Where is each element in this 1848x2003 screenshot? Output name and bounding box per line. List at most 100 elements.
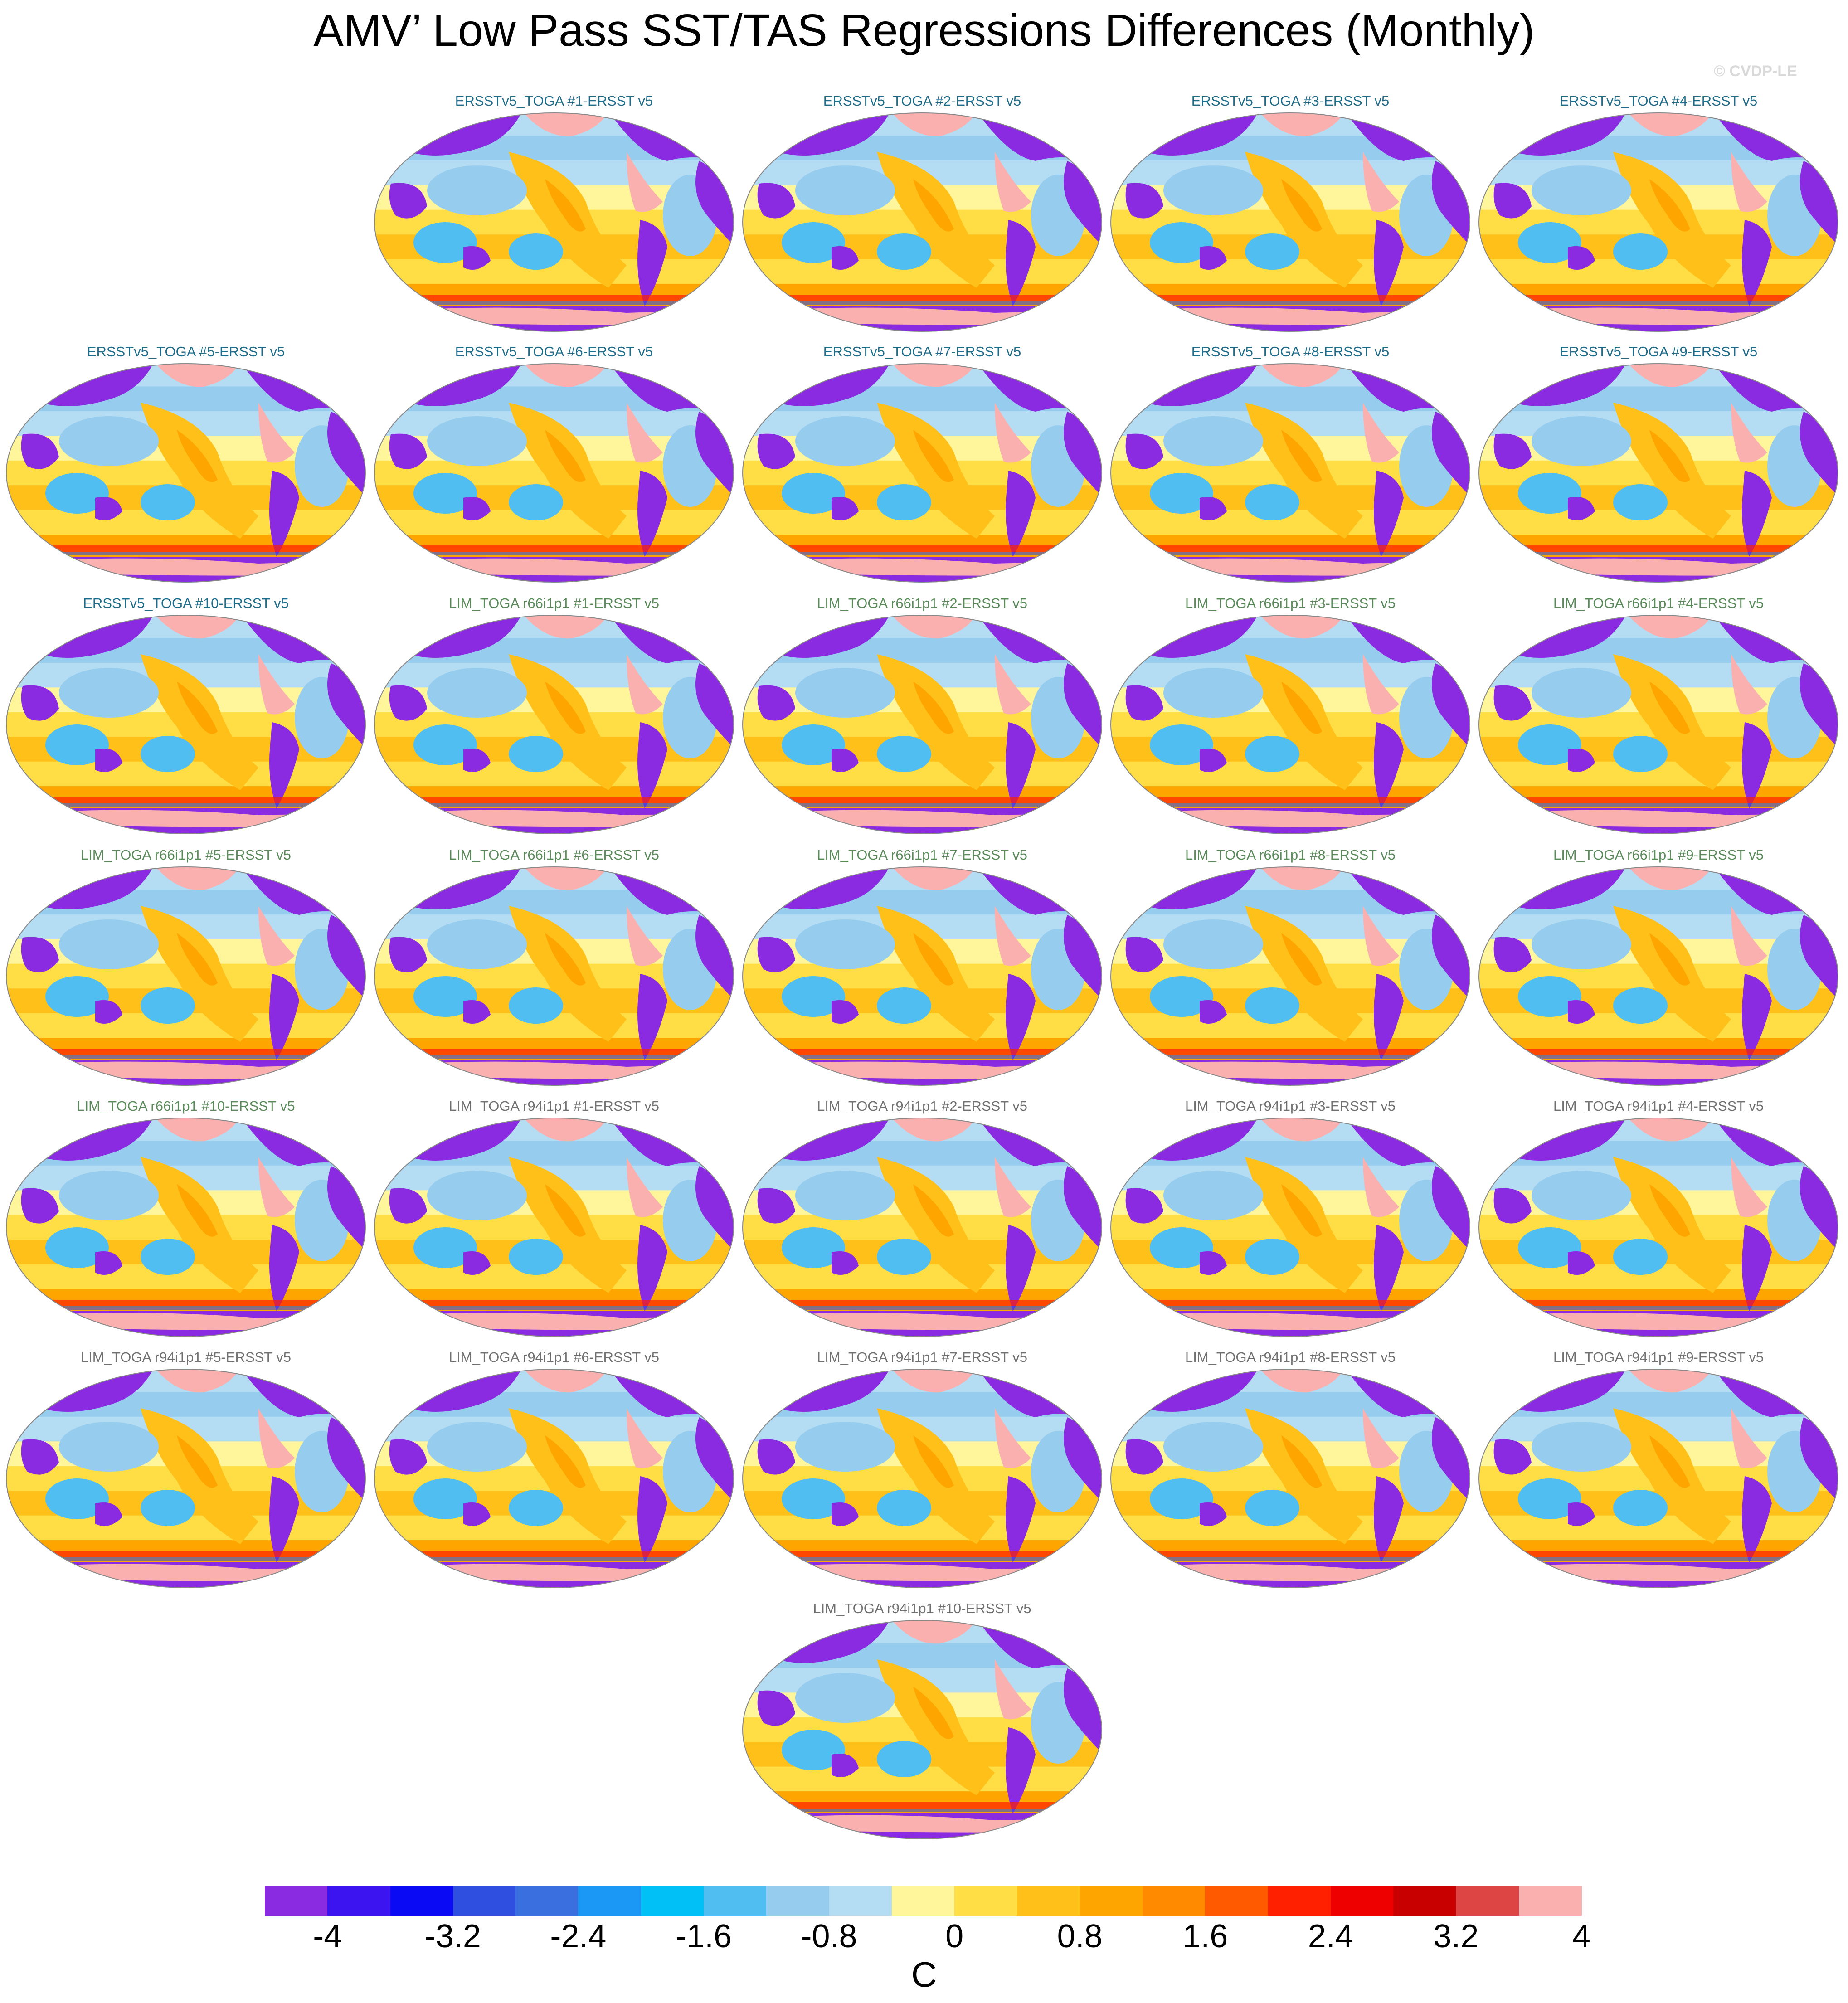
panel-label: ERSSTv5_TOGA #2-ERSST v5 bbox=[823, 93, 1021, 109]
map-panel: LIM_TOGA r94i1p1 #8-ERSST v5 bbox=[1109, 1349, 1472, 1594]
robinson-map bbox=[742, 363, 1102, 583]
robinson-map bbox=[6, 363, 366, 583]
robinson-map bbox=[1110, 363, 1470, 583]
robinson-map bbox=[6, 1369, 366, 1588]
map-panel: ERSSTv5_TOGA #8-ERSST v5 bbox=[1109, 344, 1472, 588]
map-panel: LIM_TOGA r66i1p1 #5-ERSST v5 bbox=[5, 847, 367, 1092]
map-panel: LIM_TOGA r94i1p1 #6-ERSST v5 bbox=[373, 1349, 735, 1594]
colorbar-swatch bbox=[641, 1886, 704, 1916]
robinson-map bbox=[742, 1620, 1102, 1839]
colorbar-tick-label: -2.4 bbox=[550, 1918, 607, 1954]
panel-label: ERSSTv5_TOGA #6-ERSST v5 bbox=[455, 344, 653, 360]
map-panel: LIM_TOGA r66i1p1 #2-ERSST v5 bbox=[741, 595, 1104, 840]
map-panel: LIM_TOGA r94i1p1 #5-ERSST v5 bbox=[5, 1349, 367, 1594]
colorbar-tick-label: -4 bbox=[313, 1918, 342, 1954]
map-panel: LIM_TOGA r66i1p1 #6-ERSST v5 bbox=[373, 847, 735, 1092]
panel-label: LIM_TOGA r94i1p1 #4-ERSST v5 bbox=[1553, 1098, 1764, 1114]
panel-label: LIM_TOGA r66i1p1 #3-ERSST v5 bbox=[1185, 595, 1396, 611]
colorbar-tick-label: 3.2 bbox=[1433, 1918, 1479, 1954]
map-panel: LIM_TOGA r94i1p1 #4-ERSST v5 bbox=[1477, 1098, 1840, 1343]
map-panel: LIM_TOGA r66i1p1 #7-ERSST v5 bbox=[741, 847, 1104, 1092]
panel-label: LIM_TOGA r94i1p1 #7-ERSST v5 bbox=[817, 1349, 1028, 1365]
panel-label: ERSSTv5_TOGA #8-ERSST v5 bbox=[1191, 344, 1390, 360]
map-panel: LIM_TOGA r94i1p1 #3-ERSST v5 bbox=[1109, 1098, 1472, 1343]
colorbar-swatch bbox=[1268, 1886, 1331, 1916]
colorbar-tick-labels: -4 -3.2 -2.4 -1.6 -0.8 0 0.8 1.6 2.4 3.2 4 bbox=[0, 1918, 1848, 1959]
colorbar-swatch bbox=[1330, 1886, 1394, 1916]
colorbar-swatch bbox=[515, 1886, 579, 1916]
panel-label: ERSSTv5_TOGA #9-ERSST v5 bbox=[1559, 344, 1758, 360]
panel-label: LIM_TOGA r94i1p1 #8-ERSST v5 bbox=[1185, 1349, 1396, 1365]
robinson-map bbox=[742, 866, 1102, 1086]
map-panel: LIM_TOGA r94i1p1 #7-ERSST v5 bbox=[741, 1349, 1104, 1594]
robinson-map bbox=[1110, 112, 1470, 332]
panel-label: LIM_TOGA r66i1p1 #5-ERSST v5 bbox=[80, 847, 292, 863]
colorbar-swatch bbox=[390, 1886, 453, 1916]
colorbar-swatch bbox=[1017, 1886, 1080, 1916]
map-panel: ERSSTv5_TOGA #2-ERSST v5 bbox=[741, 93, 1104, 338]
watermark: © CVDP-LE bbox=[1714, 63, 1797, 80]
panel-label: LIM_TOGA r94i1p1 #9-ERSST v5 bbox=[1553, 1349, 1764, 1365]
map-panel: ERSSTv5_TOGA #7-ERSST v5 bbox=[741, 344, 1104, 588]
colorbar-tick-label: -0.8 bbox=[801, 1918, 857, 1954]
robinson-map bbox=[1110, 1369, 1470, 1588]
map-panel: LIM_TOGA r94i1p1 #9-ERSST v5 bbox=[1477, 1349, 1840, 1594]
colorbar-tick-label: 2.4 bbox=[1308, 1918, 1353, 1954]
panel-label: ERSSTv5_TOGA #1-ERSST v5 bbox=[455, 93, 653, 109]
colorbar bbox=[265, 1886, 1582, 1916]
map-panel: LIM_TOGA r66i1p1 #9-ERSST v5 bbox=[1477, 847, 1840, 1092]
robinson-map bbox=[742, 1118, 1102, 1337]
robinson-map bbox=[742, 615, 1102, 834]
panel-label: LIM_TOGA r66i1p1 #1-ERSST v5 bbox=[448, 595, 660, 611]
robinson-map bbox=[1478, 615, 1838, 834]
colorbar-swatch bbox=[578, 1886, 642, 1916]
robinson-map bbox=[1478, 1118, 1838, 1337]
robinson-map bbox=[374, 866, 734, 1086]
panel-label: LIM_TOGA r94i1p1 #5-ERSST v5 bbox=[80, 1349, 292, 1365]
panel-label: LIM_TOGA r66i1p1 #10-ERSST v5 bbox=[77, 1098, 295, 1114]
colorbar-swatch bbox=[452, 1886, 516, 1916]
colorbar-swatch bbox=[704, 1886, 767, 1916]
panel-label: ERSSTv5_TOGA #4-ERSST v5 bbox=[1559, 93, 1758, 109]
colorbar-swatch bbox=[1080, 1886, 1143, 1916]
colorbar-swatch bbox=[265, 1886, 328, 1916]
panel-label: LIM_TOGA r66i1p1 #7-ERSST v5 bbox=[817, 847, 1028, 863]
panel-label: LIM_TOGA r94i1p1 #6-ERSST v5 bbox=[448, 1349, 660, 1365]
colorbar-swatch bbox=[954, 1886, 1018, 1916]
colorbar-tick-label: 4 bbox=[1572, 1918, 1591, 1954]
robinson-map bbox=[6, 1118, 366, 1337]
robinson-map bbox=[374, 615, 734, 834]
map-panel: LIM_TOGA r66i1p1 #10-ERSST v5 bbox=[5, 1098, 367, 1343]
robinson-map bbox=[742, 1369, 1102, 1588]
panel-label: LIM_TOGA r94i1p1 #1-ERSST v5 bbox=[448, 1098, 660, 1114]
robinson-map bbox=[1478, 1369, 1838, 1588]
panel-label: LIM_TOGA r94i1p1 #2-ERSST v5 bbox=[817, 1098, 1028, 1114]
panel-label: ERSSTv5_TOGA #3-ERSST v5 bbox=[1191, 93, 1390, 109]
panel-label: ERSSTv5_TOGA #7-ERSST v5 bbox=[823, 344, 1021, 360]
colorbar-tick-label: -1.6 bbox=[675, 1918, 732, 1954]
colorbar-swatch bbox=[1205, 1886, 1269, 1916]
colorbar-swatch bbox=[1456, 1886, 1519, 1916]
panel-label: ERSSTv5_TOGA #5-ERSST v5 bbox=[87, 344, 285, 360]
panel-label: LIM_TOGA r94i1p1 #10-ERSST v5 bbox=[813, 1600, 1031, 1616]
map-panel: ERSSTv5_TOGA #6-ERSST v5 bbox=[373, 344, 735, 588]
map-panel: ERSSTv5_TOGA #1-ERSST v5 bbox=[373, 93, 735, 338]
colorbar-swatch bbox=[891, 1886, 955, 1916]
map-panel: LIM_TOGA r94i1p1 #1-ERSST v5 bbox=[373, 1098, 735, 1343]
panel-label: LIM_TOGA r66i1p1 #9-ERSST v5 bbox=[1553, 847, 1764, 863]
panel-label: LIM_TOGA r66i1p1 #2-ERSST v5 bbox=[817, 595, 1028, 611]
map-panel: LIM_TOGA r66i1p1 #1-ERSST v5 bbox=[373, 595, 735, 840]
map-panel: LIM_TOGA r66i1p1 #8-ERSST v5 bbox=[1109, 847, 1472, 1092]
robinson-map bbox=[374, 112, 734, 332]
colorbar-swatch bbox=[1393, 1886, 1457, 1916]
colorbar-swatch bbox=[829, 1886, 892, 1916]
map-panel: ERSSTv5_TOGA #5-ERSST v5 bbox=[5, 344, 367, 588]
colorbar-swatch bbox=[1518, 1886, 1582, 1916]
robinson-map bbox=[6, 615, 366, 834]
robinson-map bbox=[374, 363, 734, 583]
map-panel: LIM_TOGA r66i1p1 #3-ERSST v5 bbox=[1109, 595, 1472, 840]
robinson-map bbox=[1478, 866, 1838, 1086]
robinson-map bbox=[1110, 1118, 1470, 1337]
robinson-map bbox=[374, 1369, 734, 1588]
